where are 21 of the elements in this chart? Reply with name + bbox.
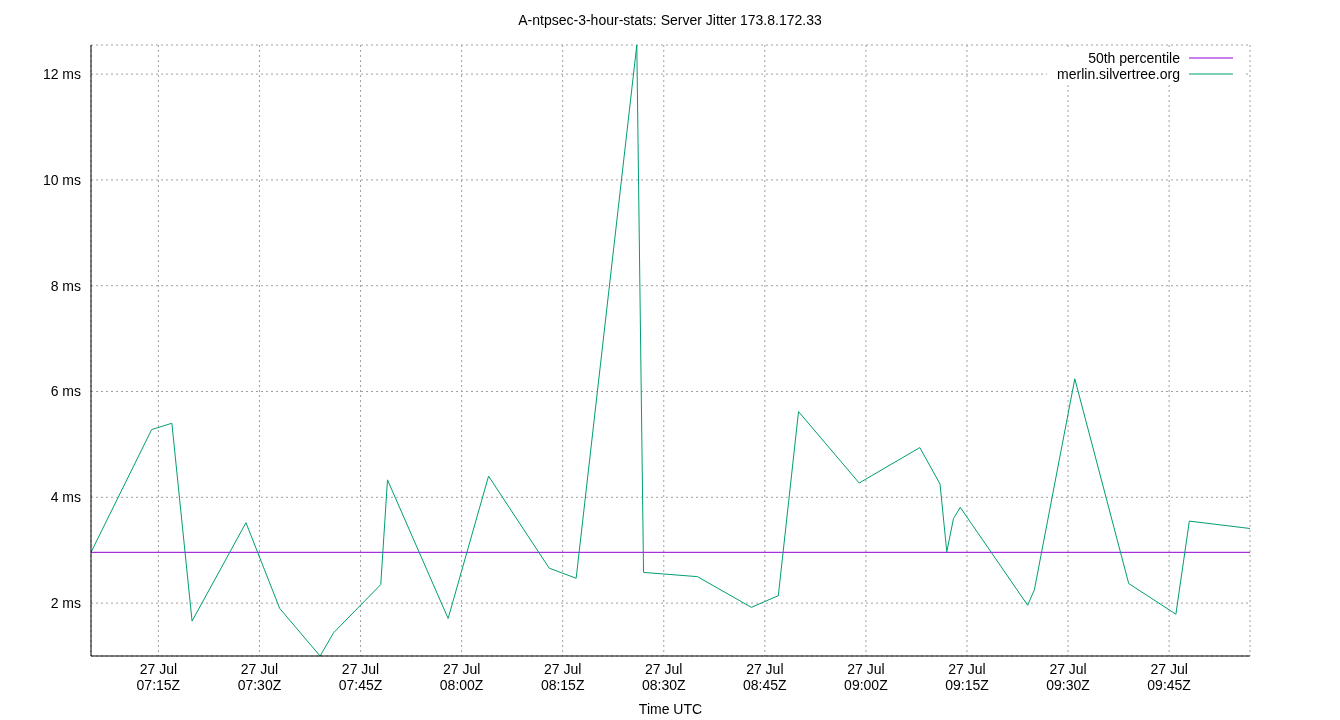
y-tick-label: 2 ms — [50, 595, 81, 612]
y-tick-label: 10 ms — [42, 171, 81, 188]
x-tick-label: 27 Jul 07:45Z — [338, 660, 383, 694]
x-tick-label: 27 Jul 08:15Z — [540, 660, 585, 694]
x-tick-label: 27 Jul 08:00Z — [439, 660, 484, 694]
x-tick-label: 27 Jul 09:45Z — [1147, 660, 1192, 694]
legend-label: 50th percentile — [1088, 50, 1180, 66]
x-tick-label: 27 Jul 08:30Z — [641, 660, 686, 694]
x-tick-label: 27 Jul 07:30Z — [237, 660, 282, 694]
y-tick-label: 4 ms — [50, 489, 81, 506]
y-tick-label: 6 ms — [50, 383, 81, 400]
y-tick-label: 8 ms — [50, 277, 81, 294]
legend-label: merlin.silvertree.org — [1057, 66, 1180, 82]
x-tick-label: 27 Jul 07:15Z — [136, 660, 181, 694]
x-tick-label: 27 Jul 09:30Z — [1046, 660, 1091, 694]
x-tick-label: 27 Jul 09:00Z — [844, 660, 889, 694]
chart-title: A-ntpsec-3-hour-stats: Server Jitter 173.8.172.33 — [518, 12, 822, 28]
x-tick-label: 27 Jul 09:15Z — [945, 660, 990, 694]
x-tick-label: 27 Jul 08:45Z — [743, 660, 788, 694]
x-axis-title: Time UTC — [638, 701, 703, 717]
y-tick-label: 12 ms — [42, 66, 81, 83]
